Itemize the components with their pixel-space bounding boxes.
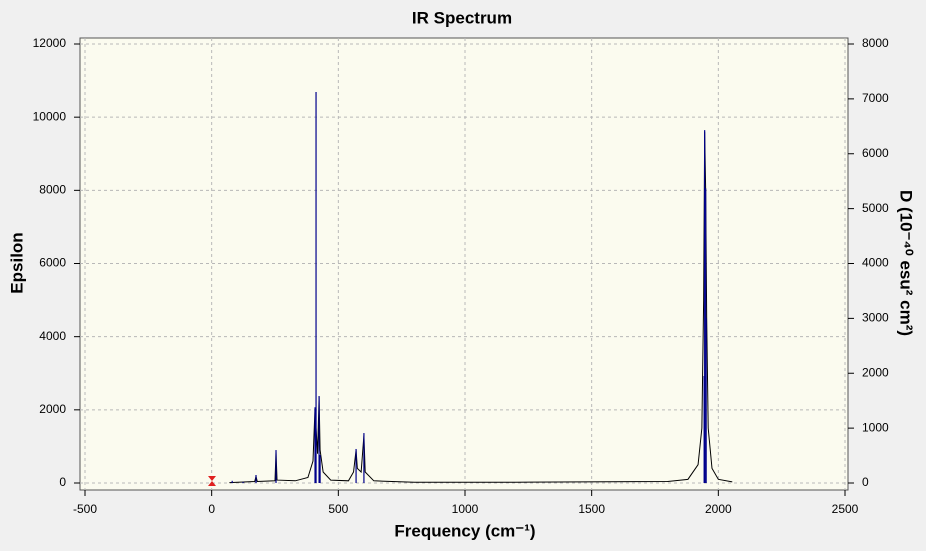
y2-tick-label: 1000 [862, 420, 889, 434]
y-tick-label: 6000 [39, 256, 66, 270]
y2-tick-label: 6000 [862, 146, 889, 160]
y2-axis-label: D (10⁻⁴⁰ esu² cm²) [897, 190, 916, 336]
y2-tick-label: 5000 [862, 201, 889, 215]
y-tick-label: 8000 [39, 183, 66, 197]
y2-tick-label: 8000 [862, 36, 889, 50]
y-tick-label: 4000 [39, 329, 66, 343]
x-tick-label: -500 [73, 502, 97, 516]
y-tick-label: 12000 [33, 36, 67, 50]
y2-tick-label: 3000 [862, 311, 889, 325]
marker [208, 476, 216, 486]
x-axis-label: Frequency (cm⁻¹) [394, 521, 535, 540]
y-tick-label: 10000 [33, 109, 67, 123]
x-tick-label: 1500 [578, 502, 605, 516]
y2-tick-label: 4000 [862, 256, 889, 270]
y2-tick-label: 7000 [862, 91, 889, 105]
x-tick-label: 0 [208, 502, 215, 516]
y-tick-label: 0 [59, 475, 66, 489]
x-tick-label: 1000 [452, 502, 479, 516]
y2-tick-label: 2000 [862, 365, 889, 379]
y-tick-label: 2000 [39, 402, 66, 416]
x-tick-label: 500 [328, 502, 348, 516]
x-tick-label: 2000 [705, 502, 732, 516]
chart-title: IR Spectrum [412, 8, 512, 27]
y-axis-label: Epsilon [7, 232, 26, 293]
x-tick-label: 2500 [832, 502, 859, 516]
y2-tick-label: 0 [862, 475, 869, 489]
